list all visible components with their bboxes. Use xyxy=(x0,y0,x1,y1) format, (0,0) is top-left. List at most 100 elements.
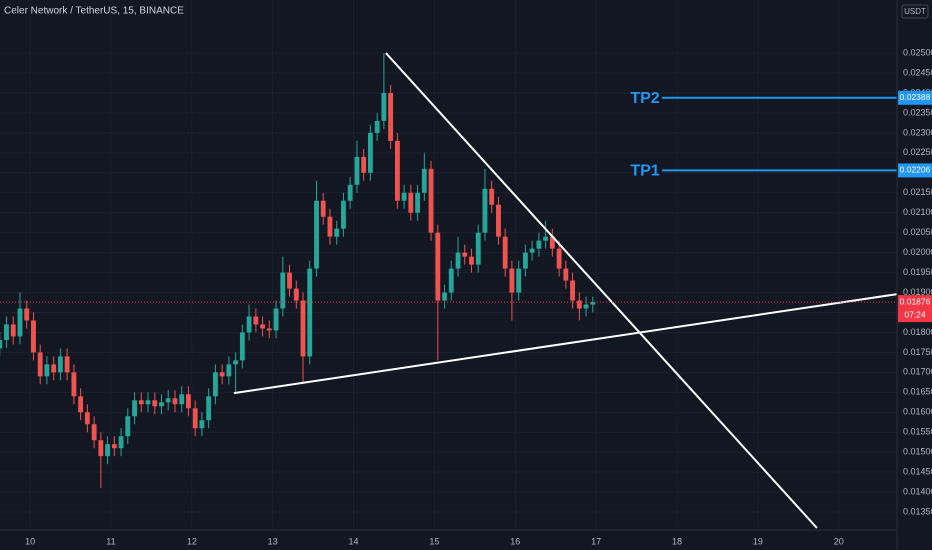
candle-body xyxy=(246,316,252,333)
candle-body xyxy=(219,372,225,377)
candle-body xyxy=(132,400,137,417)
candle-body xyxy=(314,200,319,269)
overlay: TP2 TP1 xyxy=(0,52,898,529)
candle-body xyxy=(300,300,306,357)
candle-body xyxy=(320,200,326,217)
candle-body xyxy=(172,398,178,405)
x-tick-label: 18 xyxy=(672,536,682,546)
target-badge-label: 0.02388 xyxy=(900,92,931,102)
candle-body xyxy=(462,252,468,257)
candle-body xyxy=(226,364,232,377)
candle-body xyxy=(266,328,272,331)
x-tick-label: 19 xyxy=(753,536,763,546)
candle-body xyxy=(448,268,454,293)
candle-body xyxy=(233,360,239,365)
candle-body xyxy=(347,184,353,201)
candle-body xyxy=(361,156,367,173)
candle-body xyxy=(138,400,144,405)
currency-label[interactable]: USDT xyxy=(904,7,926,16)
candle-body xyxy=(381,92,387,121)
candle-body xyxy=(260,324,266,329)
candle-body xyxy=(563,268,569,281)
candle-body xyxy=(206,396,212,421)
x-tick-label: 20 xyxy=(834,536,844,546)
last-price-badge xyxy=(898,295,932,323)
candle-body xyxy=(192,408,198,429)
candle-body xyxy=(408,192,414,213)
candle-body xyxy=(354,156,360,185)
candle-body xyxy=(105,444,110,457)
candle-body xyxy=(118,436,124,449)
candle-body xyxy=(84,412,90,425)
x-tick-label: 10 xyxy=(25,536,35,546)
target-name: TP1 xyxy=(630,163,659,180)
candle-body xyxy=(334,228,340,237)
candle-body xyxy=(24,308,30,321)
candle-body xyxy=(51,364,57,373)
candle-body xyxy=(159,402,164,407)
candle-body xyxy=(489,188,495,205)
candle-body xyxy=(125,416,131,437)
candle-body xyxy=(44,364,50,377)
candle-body xyxy=(98,440,104,457)
candle-body xyxy=(37,352,43,377)
candle-body xyxy=(213,372,218,397)
candle-body xyxy=(179,394,185,405)
candle-body xyxy=(287,272,292,289)
x-tick-label: 16 xyxy=(510,536,520,546)
x-tick-label: 14 xyxy=(349,536,359,546)
x-tick-label: 15 xyxy=(429,536,439,546)
candle-body xyxy=(401,192,407,201)
candle-body xyxy=(455,252,461,269)
candle-body xyxy=(78,396,84,413)
candle-body xyxy=(516,268,522,293)
candle-body xyxy=(522,252,528,269)
candle-body xyxy=(583,304,589,309)
chart-title: Celer Network / TetherUS, 15, BINANCE xyxy=(4,6,184,17)
last-price-label: 0.01876 xyxy=(900,296,931,306)
candle-body xyxy=(31,320,36,353)
candle-body xyxy=(152,400,158,407)
target-badge xyxy=(898,163,932,178)
candle-body xyxy=(529,248,535,253)
candle-body xyxy=(549,236,555,249)
candle-body xyxy=(165,398,171,403)
candle-body xyxy=(307,268,313,357)
candle-body xyxy=(415,192,421,213)
x-tick-label: 13 xyxy=(268,536,278,546)
candle-body xyxy=(4,324,9,341)
candle-body xyxy=(10,324,16,337)
candle-body xyxy=(280,272,286,309)
candle-body xyxy=(496,204,501,237)
target-name: TP2 xyxy=(630,90,659,107)
candle-body xyxy=(91,424,97,441)
candle-body xyxy=(590,302,596,305)
trend-line xyxy=(385,52,818,529)
trend-line xyxy=(233,293,898,395)
candle-body xyxy=(509,268,515,293)
candle-body xyxy=(145,400,151,405)
candle-body xyxy=(556,248,562,269)
currency-box[interactable] xyxy=(901,4,929,19)
candle-body xyxy=(253,316,259,325)
candle-body xyxy=(421,168,427,193)
candle-body xyxy=(374,120,380,133)
candle-body xyxy=(327,216,333,237)
